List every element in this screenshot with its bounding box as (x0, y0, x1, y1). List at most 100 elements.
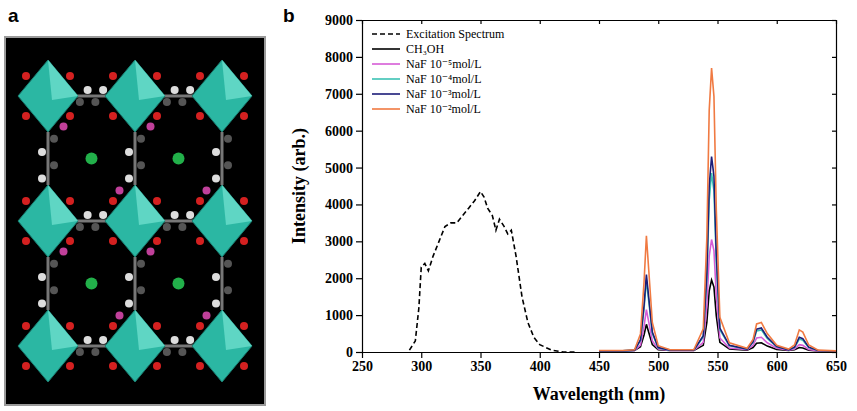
tick-label: 450 (589, 359, 610, 374)
linker-atom (186, 336, 194, 344)
linker-atom (178, 223, 186, 231)
oxygen-atom (22, 362, 30, 370)
tick-mark (480, 20, 481, 24)
tick-mark (356, 20, 362, 21)
metal-polyhedron (18, 60, 78, 132)
linker-atom (163, 348, 171, 356)
tick (832, 20, 836, 21)
tick-label: 3000 (325, 234, 353, 249)
linker-atom (38, 273, 46, 281)
coordinated-atom (147, 248, 155, 256)
tick (540, 20, 541, 24)
tick-label: 4000 (325, 197, 353, 212)
polyhedron-face (135, 60, 165, 100)
oxygen-atom (109, 197, 117, 205)
tick: 600 (767, 352, 788, 374)
linker-atom (38, 148, 46, 156)
tick (832, 57, 836, 58)
coordinated-atom (147, 123, 155, 131)
linker-atom (186, 211, 194, 219)
linker-bond (221, 257, 224, 310)
linker-bond (163, 220, 194, 223)
tick (658, 20, 659, 24)
tick: 400 (530, 352, 551, 374)
metal-polyhedron (192, 310, 252, 382)
linker-atom (50, 286, 58, 294)
polyhedron-face (48, 60, 78, 100)
oxygen-atom (66, 322, 74, 330)
oxygen-atom (196, 197, 204, 205)
legend-swatch (372, 93, 400, 95)
tick: 0 (346, 345, 362, 360)
linker-atom (125, 273, 133, 281)
tick: 650 (826, 352, 847, 374)
oxygen-atom (153, 237, 161, 245)
tick-mark (421, 352, 422, 358)
tick-label: 300 (411, 359, 432, 374)
tick-mark (836, 352, 837, 358)
coordinated-atom (60, 248, 68, 256)
tick-label: 600 (767, 359, 788, 374)
image-border (4, 36, 266, 406)
legend-swatch (372, 33, 400, 35)
coordinated-atom (116, 312, 124, 320)
tick-mark (599, 20, 600, 24)
oxygen-atom (22, 237, 30, 245)
oxygen-atom (109, 362, 117, 370)
structure-image (4, 36, 266, 406)
oxygen-atom (66, 197, 74, 205)
oxygen-atom (109, 322, 117, 330)
linker-atom (224, 135, 232, 143)
guest-ion (173, 278, 185, 290)
linker-atom (91, 98, 99, 106)
oxygen-atom (240, 72, 248, 80)
x-axis-title: Wavelength (nm) (533, 384, 666, 405)
tick-mark (599, 352, 600, 358)
linker-atom (84, 86, 92, 94)
oxygen-atom (196, 322, 204, 330)
linker-atom (84, 336, 92, 344)
linker-atom (91, 348, 99, 356)
coordinated-atom (116, 187, 124, 195)
linker-atom (125, 299, 133, 307)
tick-mark (777, 352, 778, 358)
tick-mark (832, 94, 836, 95)
tick: 300 (411, 352, 432, 374)
tick (832, 241, 836, 242)
metal-polyhedron (192, 60, 252, 132)
tick-label: 550 (708, 359, 729, 374)
linker-atom (137, 161, 145, 169)
axis-line (362, 21, 363, 353)
tick (832, 352, 836, 353)
linker-atom (224, 260, 232, 268)
linker-atom (76, 348, 84, 356)
oxygen-atom (196, 112, 204, 120)
oxygen-atom (109, 237, 117, 245)
oxygen-atom (66, 112, 74, 120)
tick: 3000 (325, 234, 362, 249)
panel-letter: a (8, 5, 19, 26)
oxygen-atom (153, 112, 161, 120)
legend-label: NaF 10⁻²mol/L (406, 102, 481, 116)
oxygen-atom (22, 112, 30, 120)
oxygen-atom (22, 197, 30, 205)
linker-atom (224, 161, 232, 169)
spectrum-line (409, 192, 575, 352)
legend-swatch (372, 63, 400, 65)
tick: 350 (471, 352, 492, 374)
y-axis-right (832, 21, 837, 353)
linker-atom (99, 211, 107, 219)
metal-polyhedron (18, 185, 78, 257)
tick-label: 5000 (325, 161, 353, 176)
polyhedron-face (48, 310, 78, 350)
metal-polyhedron (105, 60, 165, 132)
legend-label: Excitation Spectrum (406, 27, 505, 41)
oxygen-atom (109, 112, 117, 120)
tick-mark (658, 20, 659, 24)
tick-mark (540, 20, 541, 24)
oxygen-atom (240, 362, 248, 370)
linker-bond (134, 132, 137, 185)
oxygen-atom (240, 322, 248, 330)
linker-atom (91, 223, 99, 231)
legend-swatch (372, 78, 400, 80)
